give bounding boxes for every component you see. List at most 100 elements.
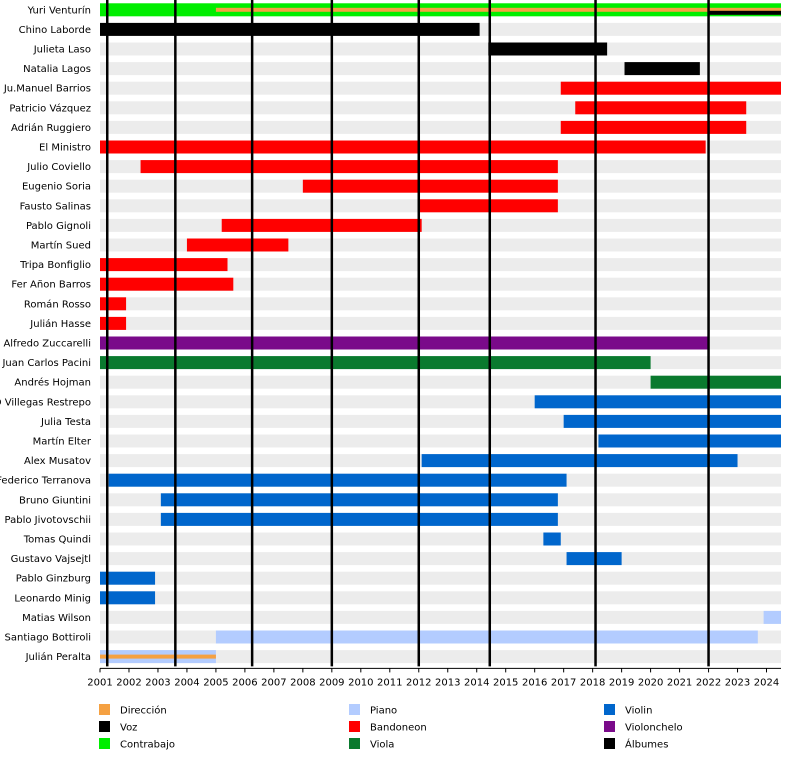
member-label: Pablo Ginzburg <box>16 574 91 585</box>
member-label: Leonardo Minig <box>14 593 91 604</box>
x-tick-label: 2007 <box>261 677 286 688</box>
member-label: Tomas Quindi <box>23 535 91 546</box>
member-bar-bandoneon <box>100 277 234 291</box>
row-background <box>100 297 781 311</box>
x-tick-label: 2020 <box>638 677 663 688</box>
row-background <box>100 62 781 76</box>
member-label: D Villegas Restrepo <box>0 397 91 408</box>
member-bars <box>100 3 781 664</box>
member-label: Juan Carlos Pacini <box>1 358 91 369</box>
x-tick-label: 2017 <box>551 677 576 688</box>
member-bar-violin <box>566 552 622 566</box>
x-tick-label: 2018 <box>580 677 605 688</box>
member-bar-direccion <box>708 7 781 12</box>
member-bar-voz <box>708 10 781 15</box>
x-tick-label: 2008 <box>290 677 315 688</box>
member-label: Pablo Gignoli <box>26 221 91 232</box>
x-tick-label: 2019 <box>609 677 634 688</box>
member-label: Gustavo Vajsejtl <box>11 554 91 565</box>
legend-label-violin: Violin <box>625 706 652 717</box>
x-tick-label: 2022 <box>696 677 721 688</box>
x-tick-label: 2024 <box>754 677 779 688</box>
row-background <box>100 571 781 585</box>
member-bar-piano <box>215 630 758 644</box>
member-bar-violin <box>421 454 738 468</box>
legend-label-albumes: Álbumes <box>625 738 668 751</box>
row-background <box>100 650 781 664</box>
member-label: Matias Wilson <box>22 613 91 624</box>
x-tick-label: 2002 <box>116 677 141 688</box>
legend-swatch-bandoneon <box>349 721 360 732</box>
member-bar-violin <box>160 512 558 526</box>
row-background <box>100 42 781 56</box>
member-label: Chino Laborde <box>19 25 91 36</box>
member-bar-bandoneon <box>575 101 747 115</box>
x-tick-label: 2005 <box>203 677 228 688</box>
row-background <box>100 591 781 605</box>
member-label: Eugenio Soria <box>22 182 91 193</box>
row-background <box>100 532 781 546</box>
member-label: Andrés Hojman <box>14 377 91 389</box>
member-bar-bandoneon <box>560 120 747 134</box>
x-tick-label: 2009 <box>319 677 344 688</box>
member-label: Julia Testa <box>40 417 91 428</box>
member-label: Natalia Lagos <box>23 64 91 75</box>
row-background <box>100 218 781 232</box>
x-tick-label: 2011 <box>377 677 402 688</box>
row-background <box>100 258 781 272</box>
legend-label-piano: Piano <box>370 706 397 717</box>
x-tick-label: 2021 <box>667 677 692 688</box>
member-bar-bandoneon <box>100 258 228 272</box>
member-label: Román Rosso <box>24 298 91 310</box>
x-tick-label: 2003 <box>145 677 170 688</box>
x-tick-label: 2016 <box>522 677 547 688</box>
legend-swatch-violin <box>604 704 615 715</box>
member-label: Santiago Bottiroli <box>5 633 91 644</box>
member-label: Ju.Manuel Barrios <box>3 84 91 95</box>
member-label: Julián Peralta <box>25 651 91 663</box>
legend-swatch-contrabajo <box>99 738 110 749</box>
member-bar-bandoneon <box>186 238 289 252</box>
legend-swatch-viola <box>349 738 360 749</box>
member-bar-violin <box>563 414 781 428</box>
member-bar-violin <box>534 395 781 409</box>
member-bar-violin <box>100 591 156 605</box>
member-bar-bandoneon <box>140 160 558 174</box>
x-tick-label: 2001 <box>87 677 112 688</box>
legend-label-contrabajo: Contrabajo <box>120 740 175 751</box>
legend-label-violonchelo: Violonchelo <box>625 723 683 734</box>
legend-label-viola: Viola <box>370 740 394 751</box>
legend-swatch-albumes <box>604 738 615 749</box>
legend-swatch-violonchelo <box>604 721 615 732</box>
legend-label-direccion: Dirección <box>120 705 167 717</box>
member-label: Martín Sued <box>31 240 91 252</box>
member-label: Julio Coviello <box>26 162 91 173</box>
member-bar-violonchelo <box>100 336 709 350</box>
member-label: Yuri Venturín <box>27 4 91 16</box>
member-bar-voz <box>100 22 480 36</box>
member-bar-violin <box>598 434 781 448</box>
row-background <box>100 277 781 291</box>
x-axis: 2001 2002 2003 2004 2005 2006 2007 2008 2009 2010… <box>87 667 781 688</box>
x-tick-label: 2010 <box>348 677 373 688</box>
row-background <box>100 552 781 566</box>
member-labels: Yuri Venturín Chino Laborde Julieta Laso Na… <box>0 4 92 663</box>
member-label: Patricio Vázquez <box>9 102 91 114</box>
member-bar-bandoneon <box>560 81 781 95</box>
x-tick-label: 2014 <box>464 677 489 688</box>
member-label: Bruno Giuntini <box>19 495 91 506</box>
x-tick-label: 2013 <box>435 677 460 688</box>
x-tick-label: 2012 <box>406 677 431 688</box>
member-label: Federico Terranova <box>0 476 91 487</box>
member-bar-violin <box>543 532 561 546</box>
member-bar-piano <box>763 610 781 624</box>
member-bar-violin <box>108 473 567 487</box>
member-label: El Ministro <box>39 143 91 154</box>
member-bar-bandoneon <box>100 316 127 330</box>
member-bar-direccion <box>100 654 216 659</box>
member-bar-viola <box>100 356 651 370</box>
member-label: Martín Elter <box>33 436 92 448</box>
member-bar-viola <box>650 375 781 389</box>
member-bar-bandoneon <box>221 218 422 232</box>
legend: Dirección Voz Contrabajo Piano Bandoneon Viol… <box>99 704 683 751</box>
